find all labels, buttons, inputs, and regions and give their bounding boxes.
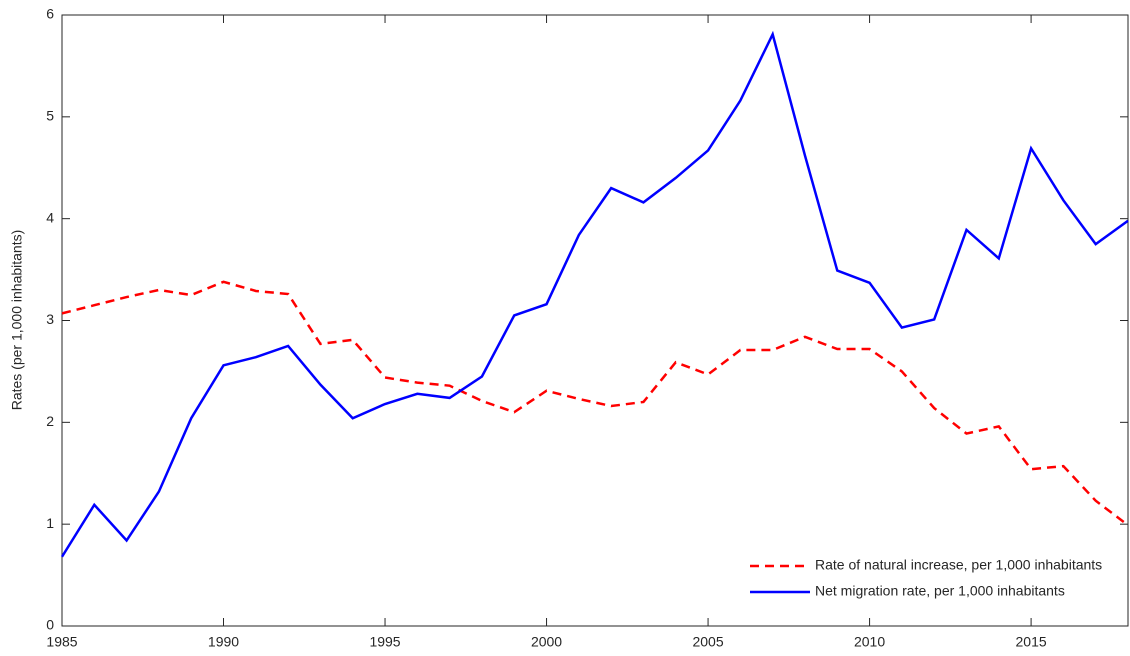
y-tick-label: 2: [46, 413, 54, 429]
legend-label: Rate of natural increase, per 1,000 inha…: [815, 557, 1102, 573]
series-line: [60, 30, 1129, 558]
y-tick-label: 4: [46, 209, 54, 225]
x-tick-label: 2015: [1016, 634, 1047, 650]
plot-box: [61, 14, 1129, 627]
y-tick-label: 5: [46, 108, 54, 124]
x-tick-label: 1985: [46, 634, 77, 650]
series-line: [61, 280, 1129, 527]
y-tick-label: 1: [46, 515, 54, 531]
y-tick-label: 0: [46, 617, 54, 633]
x-tick-label: 2000: [531, 634, 562, 650]
y-axis-label: Rates (per 1,000 inhabitants): [9, 230, 25, 411]
legend-label: Net migration rate, per 1,000 inhabitant…: [815, 583, 1065, 599]
legend-box: [740, 548, 1116, 618]
x-tick-label: 2010: [854, 634, 885, 650]
x-tick-label: 2005: [692, 634, 723, 650]
x-tick-label: 1990: [208, 634, 239, 650]
y-tick-label: 3: [46, 311, 54, 327]
y-tick-label: 6: [46, 6, 54, 22]
x-tick-label: 1995: [369, 634, 400, 650]
